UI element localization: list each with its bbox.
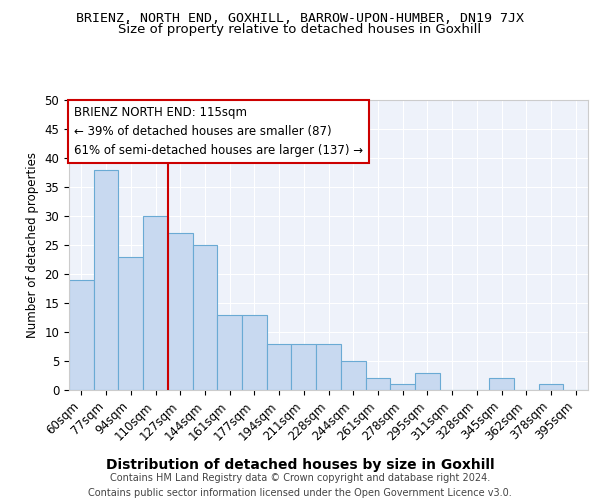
Bar: [168, 234, 193, 390]
Bar: [193, 245, 217, 390]
Bar: [341, 361, 365, 390]
Text: BRIENZ, NORTH END, GOXHILL, BARROW-UPON-HUMBER, DN19 7JX: BRIENZ, NORTH END, GOXHILL, BARROW-UPON-…: [76, 12, 524, 26]
Bar: [316, 344, 341, 390]
Bar: [217, 314, 242, 390]
Bar: [118, 256, 143, 390]
Bar: [94, 170, 118, 390]
Bar: [539, 384, 563, 390]
Bar: [143, 216, 168, 390]
Bar: [489, 378, 514, 390]
Bar: [267, 344, 292, 390]
Bar: [69, 280, 94, 390]
Text: Distribution of detached houses by size in Goxhill: Distribution of detached houses by size …: [106, 458, 494, 471]
Text: BRIENZ NORTH END: 115sqm
← 39% of detached houses are smaller (87)
61% of semi-d: BRIENZ NORTH END: 115sqm ← 39% of detach…: [74, 106, 364, 157]
Bar: [242, 314, 267, 390]
Bar: [390, 384, 415, 390]
Bar: [415, 372, 440, 390]
Bar: [292, 344, 316, 390]
Text: Size of property relative to detached houses in Goxhill: Size of property relative to detached ho…: [118, 24, 482, 36]
Bar: [365, 378, 390, 390]
Y-axis label: Number of detached properties: Number of detached properties: [26, 152, 39, 338]
Text: Contains HM Land Registry data © Crown copyright and database right 2024.
Contai: Contains HM Land Registry data © Crown c…: [88, 472, 512, 498]
